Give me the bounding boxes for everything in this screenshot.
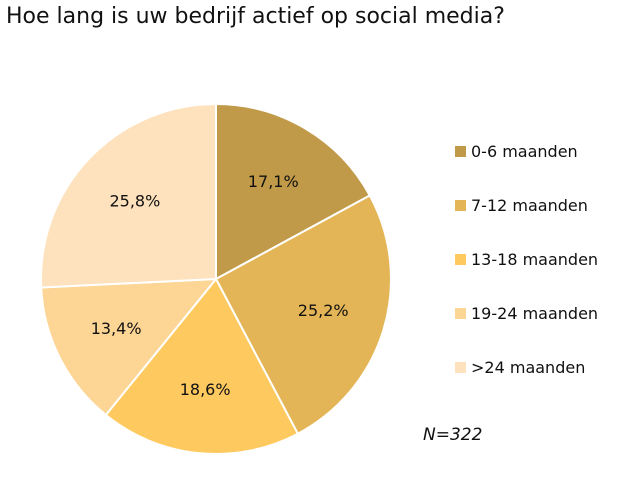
pie-slice-2	[214, 194, 392, 436]
pie-slices	[40, 102, 392, 455]
slice-label-4: 13,4%	[91, 319, 142, 338]
slice-label-2: 25,2%	[298, 301, 349, 320]
pie-slice-3	[104, 277, 300, 455]
legend-label: 0-6 maanden	[471, 141, 578, 161]
legend-item-2: 7-12 maanden	[455, 178, 598, 232]
legend-item-4: 19-24 maanden	[455, 286, 598, 340]
legend-item-1: 0-6 maanden	[455, 124, 598, 178]
legend-swatch	[455, 253, 466, 265]
legend-label: 7-12 maanden	[471, 195, 588, 215]
legend-swatch	[455, 307, 466, 319]
legend-swatch	[455, 145, 466, 157]
pie-slice-5	[40, 102, 217, 289]
chart-title: Hoe lang is uw bedrijf actief op social …	[6, 4, 505, 29]
pie-data-labels: 17,1% 25,2% 18,6% 13,4% 25,8%	[91, 172, 349, 399]
legend-swatch	[455, 361, 466, 373]
slice-label-5: 25,8%	[109, 191, 160, 210]
pie-slice-1	[215, 102, 372, 281]
sample-size-annotation: N=322	[423, 425, 483, 445]
slice-label-3: 18,6%	[180, 380, 231, 399]
slice-label-1: 17,1%	[248, 172, 299, 191]
legend: 0-6 maanden 7-12 maanden 13-18 maanden 19-2…	[455, 124, 598, 394]
legend-item-3: 13-18 maanden	[455, 232, 598, 286]
legend-item-5: >24 maanden	[455, 340, 598, 394]
legend-label: 19-24 maanden	[471, 303, 599, 323]
legend-label: >24 maanden	[471, 357, 586, 377]
pie-slice-4	[40, 277, 219, 417]
legend-label: 13-18 maanden	[471, 249, 599, 269]
legend-swatch	[455, 199, 466, 211]
